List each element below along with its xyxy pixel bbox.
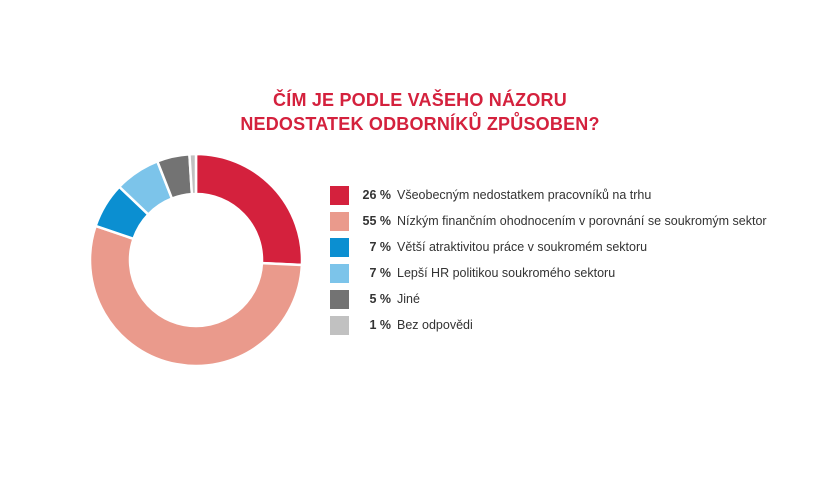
chart-title-line2: NEDOSTATEK ODBORNÍKŮ ZPŮSOBEN? bbox=[240, 114, 600, 134]
legend-label: Nízkým finančním ohodnocením v porovnání… bbox=[397, 214, 767, 228]
legend-swatch bbox=[330, 263, 349, 283]
legend-label: Bez odpovědi bbox=[397, 318, 473, 332]
legend-percent: 55 % bbox=[362, 214, 392, 228]
donut-slice-1 bbox=[194, 152, 304, 267]
legend-item: 1 % Bez odpovědi bbox=[330, 315, 767, 335]
legend-percent: 7 % bbox=[369, 240, 391, 254]
donut-slice-6 bbox=[188, 152, 198, 196]
legend-item: 55 % Nízkým finančním ohodnocením v porov… bbox=[330, 211, 767, 231]
legend-swatch bbox=[330, 211, 349, 231]
legend-label: Lepší HR politikou soukromého sektoru bbox=[397, 266, 616, 280]
legend-swatch bbox=[330, 315, 349, 335]
legend-swatch bbox=[330, 289, 349, 309]
legend-percent: 26 % bbox=[362, 188, 392, 202]
chart-title-line1: ČÍM JE PODLE VAŠEHO NÁZORU bbox=[273, 90, 567, 110]
donut-chart bbox=[88, 152, 304, 368]
chart-legend: 26 % Všeobecným nedostatkem pracovníků na… bbox=[330, 185, 767, 341]
legend-item: 5 % Jiné bbox=[330, 289, 767, 309]
donut-slice-2 bbox=[88, 224, 304, 368]
legend-label: Všeobecným nedostatkem pracovníků na trh… bbox=[397, 188, 652, 202]
legend-swatch bbox=[330, 185, 349, 205]
legend-item: 7 % Lepší HR politikou soukromého sektoru bbox=[330, 263, 767, 283]
legend-percent: 1 % bbox=[369, 318, 391, 332]
legend-swatch bbox=[330, 237, 349, 257]
legend-item: 26 % Všeobecným nedostatkem pracovníků na… bbox=[330, 185, 767, 205]
legend-percent: 5 % bbox=[369, 292, 391, 306]
chart-title: ČÍM JE PODLE VAŠEHO NÁZORU NEDOSTATEK OD… bbox=[0, 88, 840, 136]
legend-item: 7 % Větší atraktivitou práce v soukromém … bbox=[330, 237, 767, 257]
legend-label: Větší atraktivitou práce v soukromém sek… bbox=[397, 240, 648, 254]
legend-percent: 7 % bbox=[369, 266, 391, 280]
legend-label: Jiné bbox=[397, 292, 420, 306]
